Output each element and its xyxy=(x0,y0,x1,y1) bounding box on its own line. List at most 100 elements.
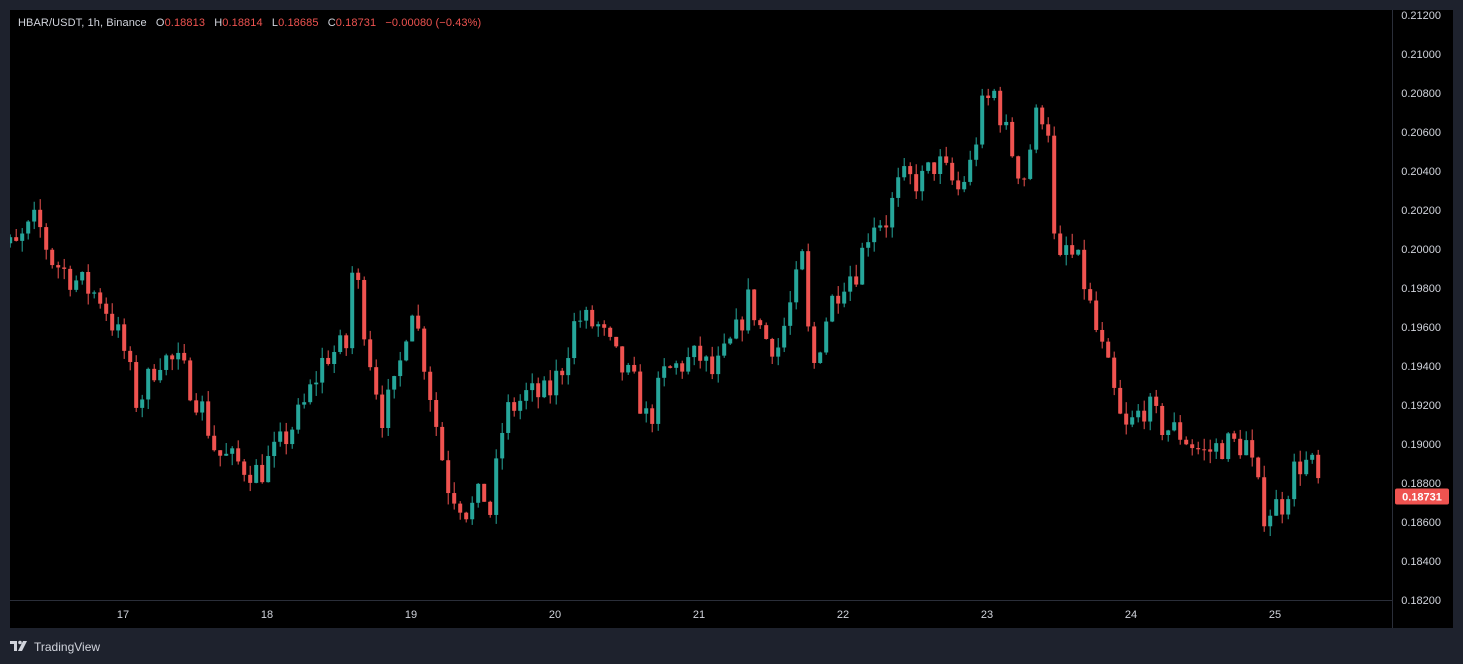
candle-body xyxy=(332,351,337,364)
time-tick-label: 22 xyxy=(837,609,849,621)
candle-body xyxy=(206,401,211,436)
candle-body xyxy=(320,357,325,383)
candle-body xyxy=(536,383,541,398)
candle-body xyxy=(338,335,343,352)
candle-body xyxy=(848,276,853,292)
candle-body xyxy=(74,280,79,290)
footer-brand[interactable]: TradingView xyxy=(10,636,100,658)
candle-body xyxy=(596,324,601,327)
candle-body xyxy=(1226,433,1231,460)
candle-body xyxy=(434,400,439,427)
current-price-tag-bg xyxy=(1395,488,1449,505)
candle-body xyxy=(1124,413,1129,425)
candle-body xyxy=(902,166,907,178)
candle-body xyxy=(1262,477,1267,527)
candle-body xyxy=(1052,135,1057,234)
candle-body xyxy=(944,156,949,163)
candle-body xyxy=(950,162,955,181)
candle-body xyxy=(1148,396,1153,422)
candle-body xyxy=(326,357,331,364)
candle-body xyxy=(464,512,469,520)
candle-body xyxy=(926,162,931,171)
candle-body xyxy=(86,271,91,294)
candle-body xyxy=(1118,387,1123,414)
candle-body xyxy=(1268,515,1273,527)
candle-body xyxy=(200,401,205,413)
candle-body xyxy=(566,358,571,376)
symbol-title[interactable]: HBAR/USDT, 1h, Binance xyxy=(18,17,147,29)
candle-body xyxy=(296,404,301,430)
candle-body xyxy=(938,156,943,174)
candle-body xyxy=(452,493,457,504)
candle-body xyxy=(152,368,157,381)
time-axis[interactable]: 17 18 19 20 21 22 23 24 25 xyxy=(117,609,1281,621)
candle-body xyxy=(1070,245,1075,255)
candle-body xyxy=(1286,499,1291,515)
candle-body xyxy=(530,383,535,391)
candle-body xyxy=(590,309,595,327)
candle-body xyxy=(626,364,631,373)
candle-body xyxy=(728,338,733,344)
candle-body xyxy=(1076,249,1081,255)
current-price-label: 0.18731 xyxy=(1402,491,1442,503)
price-tick-label: 0.18400 xyxy=(1401,556,1441,568)
candle-body xyxy=(398,360,403,377)
candle-body xyxy=(392,376,397,390)
candle-body xyxy=(386,389,391,429)
candle-body xyxy=(524,390,529,401)
time-tick-label: 23 xyxy=(981,609,993,621)
symbol-legend: HBAR/USDT, 1h, Binance O0.18813 H0.18814… xyxy=(18,17,481,29)
candle-body xyxy=(212,435,217,451)
candle-body xyxy=(224,453,229,456)
candle-body xyxy=(668,366,673,368)
candle-body xyxy=(632,364,637,372)
candle-body xyxy=(716,355,721,375)
candle-body xyxy=(44,227,49,250)
candle-body xyxy=(914,174,919,192)
candle-body xyxy=(416,315,421,329)
candle-body xyxy=(98,292,103,304)
candle-body xyxy=(20,233,25,241)
candle-body xyxy=(860,247,865,285)
candle-body xyxy=(1220,443,1225,460)
candle-body xyxy=(1136,410,1141,418)
candlestick-chart[interactable]: 0.21200 0.21000 0.20800 0.20600 0.20400 0.202… xyxy=(10,10,1453,628)
candle-body xyxy=(698,345,703,361)
candle-body xyxy=(1202,449,1207,451)
time-tick-label: 21 xyxy=(693,609,705,621)
candle-body xyxy=(908,166,913,175)
candle-body xyxy=(68,268,73,290)
candle-body xyxy=(680,363,685,372)
candle-body xyxy=(758,320,763,326)
candle-body xyxy=(104,303,109,314)
price-axis[interactable]: 0.21200 0.21000 0.20800 0.20600 0.20400 0.202… xyxy=(1401,10,1441,607)
candle-body xyxy=(446,460,451,494)
candle-body xyxy=(248,474,253,483)
candle-body xyxy=(134,362,139,408)
candle-body xyxy=(1316,454,1321,479)
candle-body xyxy=(308,384,313,403)
candle-body xyxy=(932,162,937,174)
candle-body xyxy=(956,180,961,190)
candle-body xyxy=(50,249,55,266)
candle-body xyxy=(842,291,847,304)
time-tick-label: 18 xyxy=(261,609,273,621)
candle-body xyxy=(1058,233,1063,255)
candle-body xyxy=(770,338,775,357)
candle-body xyxy=(620,346,625,373)
price-tick-label: 0.20400 xyxy=(1401,166,1441,178)
candle-body xyxy=(1166,430,1171,436)
candle-body xyxy=(230,448,235,454)
candle-body xyxy=(350,272,355,349)
candle-body xyxy=(1046,124,1051,136)
candle-body xyxy=(1214,443,1219,452)
candle-body xyxy=(404,341,409,361)
candle-body xyxy=(518,400,523,411)
candle-body xyxy=(554,370,559,396)
candle-body xyxy=(782,325,787,348)
chart-frame[interactable]: 0.21200 0.21000 0.20800 0.20600 0.20400 0.202… xyxy=(10,10,1453,628)
candle-body xyxy=(1304,459,1309,475)
candle-body xyxy=(722,343,727,356)
candle-body xyxy=(266,456,271,483)
candle-body xyxy=(962,181,967,190)
